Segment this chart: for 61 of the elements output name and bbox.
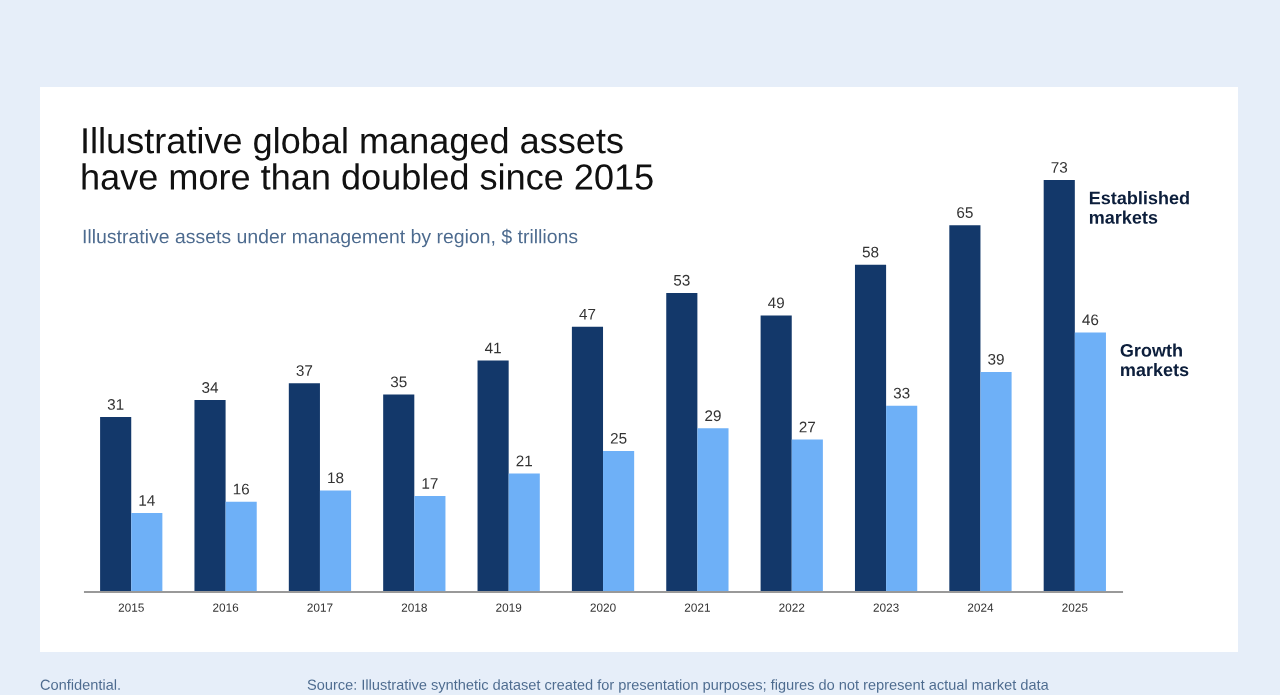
- source-note: Source: Illustrative synthetic dataset created for presentation purposes; figures do not represent actual market data: [307, 679, 1049, 693]
- bar: [886, 405, 918, 592]
- data-label: 47: [579, 308, 596, 320]
- data-label: 21: [516, 455, 532, 467]
- x-tick-label: 2023: [873, 603, 899, 612]
- data-label: 27: [799, 421, 816, 433]
- x-tick-label: 2017: [307, 603, 333, 612]
- bar: [131, 512, 163, 592]
- data-label: 58: [862, 246, 879, 258]
- series-label: Established markets: [1089, 191, 1189, 224]
- data-label: 34: [202, 382, 219, 393]
- bar: [791, 439, 823, 592]
- data-label: 18: [328, 472, 344, 484]
- data-label: 16: [233, 483, 249, 495]
- data-label: 39: [988, 353, 1004, 365]
- data-label: 41: [484, 342, 501, 354]
- x-tick-label: 2025: [1062, 603, 1088, 612]
- data-label: 14: [139, 495, 155, 506]
- x-tick-label: 2022: [779, 603, 805, 612]
- bar: [225, 501, 257, 592]
- bar: [760, 315, 792, 592]
- data-label: 31: [107, 399, 124, 410]
- data-label: 65: [957, 207, 973, 218]
- data-label: 53: [673, 274, 690, 286]
- bar: [854, 264, 887, 592]
- bar: [414, 496, 446, 592]
- data-label: 37: [296, 365, 313, 376]
- bar: [603, 450, 635, 592]
- data-label: 33: [893, 387, 910, 399]
- series-label: Growth markets: [1120, 343, 1189, 377]
- text: Illustrative assets under management by region, $ trillions: [83, 228, 578, 248]
- bar: [477, 360, 509, 592]
- data-label: 49: [768, 297, 784, 309]
- x-tick-label: 2024: [967, 603, 994, 612]
- bar: [949, 225, 981, 592]
- data-label: 73: [1051, 162, 1068, 173]
- bar: [666, 292, 698, 592]
- bar: [288, 383, 320, 592]
- bar: [508, 473, 540, 592]
- data-label: 46: [1082, 314, 1099, 326]
- x-tick-label: 2018: [401, 603, 427, 612]
- x-tick-label: 2021: [684, 603, 710, 612]
- chart-title: Illustrative global managed assets have more than doubled since 2015: [82, 127, 653, 190]
- bar: [571, 326, 604, 592]
- bar: [980, 371, 1012, 592]
- x-tick-label: 2016: [213, 603, 239, 612]
- x-tick-label: 2019: [496, 603, 522, 612]
- data-label: 35: [390, 376, 407, 388]
- x-tick-label: 2015: [118, 603, 144, 612]
- bar: [1043, 180, 1075, 592]
- text: Confidential.: [40, 679, 120, 690]
- data-label: 17: [422, 478, 438, 489]
- bar: [194, 400, 226, 592]
- bar: [100, 417, 132, 592]
- data-label: 29: [705, 410, 721, 422]
- bar: [319, 490, 352, 592]
- bar: [697, 428, 729, 592]
- data-label: 25: [610, 432, 627, 444]
- bar: [383, 394, 415, 592]
- x-tick-label: 2020: [590, 603, 616, 612]
- bar: [1074, 332, 1106, 592]
